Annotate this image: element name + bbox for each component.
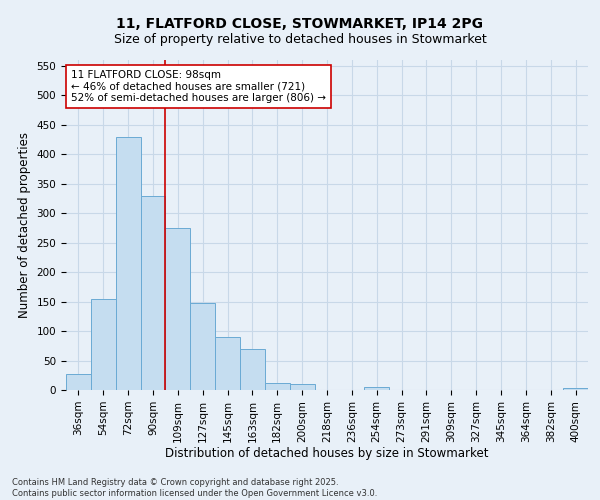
Text: 11 FLATFORD CLOSE: 98sqm
← 46% of detached houses are smaller (721)
52% of semi-: 11 FLATFORD CLOSE: 98sqm ← 46% of detach… — [71, 70, 326, 103]
Bar — [91, 298, 116, 390]
Bar — [265, 383, 290, 390]
Bar — [364, 387, 389, 390]
Text: Size of property relative to detached houses in Stowmarket: Size of property relative to detached ho… — [113, 32, 487, 46]
Bar — [190, 304, 215, 390]
X-axis label: Distribution of detached houses by size in Stowmarket: Distribution of detached houses by size … — [165, 448, 489, 460]
Bar — [166, 228, 190, 390]
Bar — [215, 337, 240, 390]
Bar — [240, 349, 265, 390]
Bar — [563, 388, 588, 390]
Text: 11, FLATFORD CLOSE, STOWMARKET, IP14 2PG: 11, FLATFORD CLOSE, STOWMARKET, IP14 2PG — [116, 18, 484, 32]
Text: Contains HM Land Registry data © Crown copyright and database right 2025.
Contai: Contains HM Land Registry data © Crown c… — [12, 478, 377, 498]
Bar — [290, 384, 314, 390]
Y-axis label: Number of detached properties: Number of detached properties — [18, 132, 31, 318]
Bar — [140, 196, 166, 390]
Bar — [116, 136, 140, 390]
Bar — [66, 374, 91, 390]
